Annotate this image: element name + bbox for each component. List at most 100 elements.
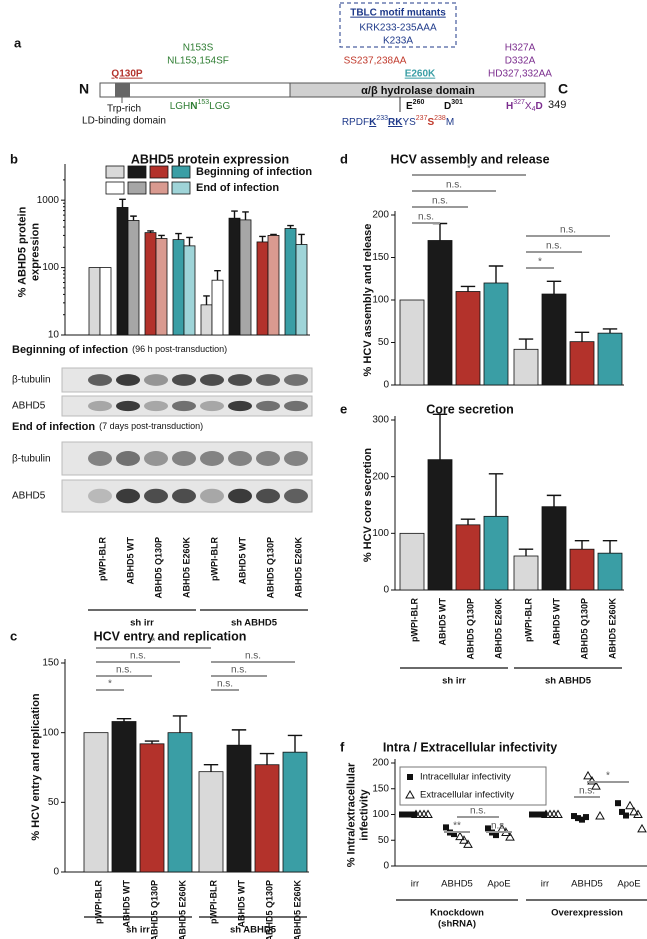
panel-label: b [10, 151, 18, 166]
x-tick-label: ABHD5 Q130P [579, 598, 589, 660]
point [583, 814, 589, 821]
y-tick-label: 100 [372, 809, 389, 820]
error-bar [432, 413, 448, 460]
blot-band [256, 488, 280, 504]
point [419, 809, 429, 818]
blot-row-label: ABHD5 [12, 491, 46, 502]
motif: D301 [444, 99, 463, 112]
significance-label: n.s. [217, 679, 233, 690]
y-tick-label: 10 [48, 330, 60, 341]
mutant: HD327,332AA [488, 69, 552, 80]
point [587, 776, 597, 785]
blot-band [284, 451, 308, 466]
point [583, 770, 593, 780]
blot-band [116, 488, 140, 504]
panel-label: f [340, 739, 345, 754]
y-tick-label: 1000 [37, 195, 60, 206]
legend-swatch [105, 181, 125, 195]
error-bar [546, 494, 562, 507]
motif-part: 301 [451, 99, 463, 106]
blot-band [116, 374, 140, 386]
group-label: Knockdown [430, 908, 484, 919]
bar [228, 217, 241, 336]
point [571, 813, 577, 820]
point [451, 831, 457, 838]
point [485, 825, 491, 832]
group-label: sh ABHD5 [230, 925, 277, 936]
blot-row-label: ABHD5 [12, 401, 46, 412]
point [553, 809, 563, 818]
error-bar [287, 224, 294, 229]
bar [155, 238, 168, 336]
bar [198, 771, 224, 873]
x-tick-label: pWPI-BLR [93, 880, 103, 924]
x-tick-label: irr [541, 879, 549, 890]
x-tick-label: ABHD5 E260K [607, 598, 617, 660]
blot-band [172, 374, 196, 386]
point [545, 809, 555, 818]
error-bar [432, 222, 448, 241]
bar [127, 220, 140, 336]
x-tick-label: pWPI-BLR [97, 537, 107, 581]
point [407, 811, 413, 818]
x-tick-label: pWPI-BLR [523, 598, 533, 642]
group-label: sh irr [442, 676, 466, 687]
error-bar [116, 718, 132, 722]
bar [172, 239, 185, 336]
significance-label: n.s. [432, 196, 448, 207]
point [537, 811, 543, 818]
x-tick-label: ABHD5 Q130P [153, 537, 163, 599]
blot-band [284, 400, 308, 412]
bar [83, 732, 109, 873]
blot-band [200, 400, 224, 412]
motif-part: K [369, 117, 377, 128]
mutant: H327A [505, 43, 536, 54]
error-bar [203, 295, 210, 305]
blot-title-main: End of infection [12, 421, 95, 433]
error-bar [130, 215, 137, 221]
group-label: sh irr [130, 618, 154, 629]
point [493, 832, 499, 839]
point [459, 835, 469, 844]
y-tick-label: 0 [383, 861, 389, 872]
point [549, 809, 559, 818]
bar [167, 732, 193, 873]
blot-title-main: Beginning of infection [12, 344, 128, 356]
blot-band [172, 400, 196, 412]
x-tick-label: ABHD5 E260K [493, 598, 503, 660]
point [529, 811, 535, 818]
motif-part: X [525, 101, 532, 112]
motif: H327X4D [506, 99, 543, 113]
x-tick-label: ABHD5 WT [125, 537, 135, 585]
blot-band [144, 400, 168, 412]
blot-band [228, 374, 252, 386]
point [505, 832, 515, 841]
point [629, 806, 639, 816]
blot-band [284, 488, 308, 504]
y-tick-label: 0 [383, 380, 389, 391]
point [623, 812, 629, 819]
motif-part: 260 [413, 99, 425, 106]
blot-band [200, 451, 224, 466]
bar [399, 532, 425, 591]
significance-label: n.s. [130, 651, 146, 662]
point [633, 809, 643, 818]
y-tick-label: 50 [48, 797, 60, 808]
significance-label: n.s. [418, 212, 434, 223]
blot-band [88, 488, 112, 504]
point [399, 811, 405, 818]
bar [483, 515, 509, 591]
error-bar [518, 548, 534, 556]
bar [427, 459, 453, 591]
error-bar [488, 265, 504, 283]
x-tick-label: ABHD5 E260K [181, 537, 191, 599]
error-bar [546, 280, 562, 295]
bar [116, 207, 129, 336]
y-axis-label: infectivity [358, 788, 370, 840]
blot-band [88, 374, 112, 386]
bar [427, 240, 453, 386]
x-tick-label: ApoE [617, 879, 640, 890]
y-tick-label: 300 [372, 415, 389, 426]
mutant: SS237,238AA [344, 56, 407, 67]
